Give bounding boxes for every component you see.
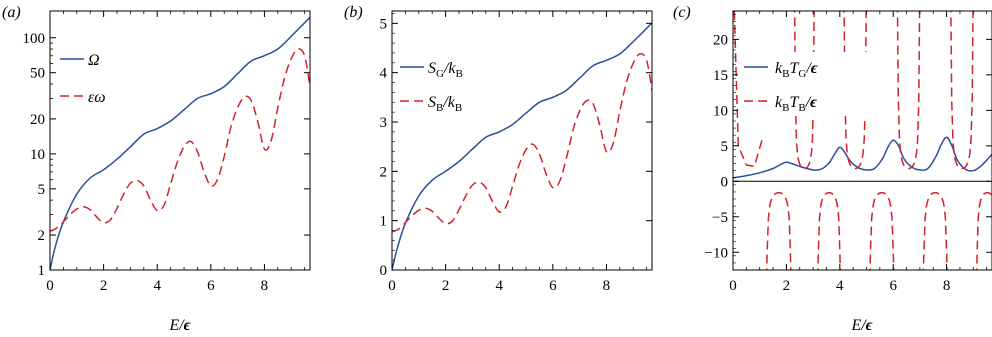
legend-omega-label: Ω	[88, 52, 100, 69]
panel-a-xlabel: E/ϵ	[168, 317, 190, 334]
series-tb-branch	[765, 191, 792, 270]
y-tick-label: 5	[721, 139, 729, 155]
panel-a-label: (a)	[2, 4, 21, 21]
series-line-0	[733, 136, 992, 179]
x-tick-label: 6	[549, 278, 557, 294]
y-tick-label: −10	[705, 245, 728, 261]
panel-a-legend: Ω εω	[60, 52, 106, 106]
panel-a-ticks: 0 2 4 6 8 1 2 5 10 20 50 100	[23, 11, 310, 294]
series-line-1	[392, 53, 652, 233]
y-tick-label: 15	[713, 68, 728, 84]
panel-b-legend: SG/kB SB/kB	[400, 60, 463, 114]
y-tick-label: 0	[380, 263, 388, 279]
series-tb-branch	[922, 191, 948, 270]
x-tick-label: 0	[729, 278, 737, 294]
x-tick-label: 8	[261, 278, 269, 294]
x-tick-label: 8	[603, 278, 611, 294]
y-tick-label: 5	[380, 16, 388, 32]
panel-b-series	[392, 22, 652, 270]
panel-c-frame	[732, 10, 992, 271]
y-tick-label: 10	[713, 103, 728, 119]
panel-c-legend: kBTG/ϵ kBTB/ϵ	[738, 52, 890, 116]
y-tick-label: 5	[38, 182, 46, 198]
series-tb-branch	[976, 191, 992, 270]
panel-b-ticks: 0 2 4 6 8 0 1 2 3 4 5	[380, 11, 652, 294]
series-line-0	[392, 22, 652, 270]
y-tick-label: 2	[38, 228, 46, 244]
y-tick-label: 3	[380, 115, 388, 131]
y-tick-label: 20	[713, 32, 728, 48]
panel-c-series	[733, 11, 992, 270]
x-tick-label: 4	[836, 278, 844, 294]
series-tb-branch	[950, 11, 974, 170]
x-tick-label: 2	[100, 278, 108, 294]
x-tick-label: 4	[153, 278, 161, 294]
panel-a: (a) 0 2 4 6 8 1 2 5 10 20 50 100 Ω εω E/ϵ	[2, 4, 311, 334]
series-tb-branch	[896, 11, 921, 170]
y-tick-label: 10	[30, 147, 45, 163]
series-tb-branch	[843, 11, 867, 170]
y-tick-label: −5	[712, 210, 728, 226]
panel-c-xlabel: E/ϵ	[850, 317, 872, 334]
series-line-1	[50, 48, 310, 233]
x-tick-label: 2	[783, 278, 791, 294]
x-tick-label: 6	[889, 278, 897, 294]
x-tick-label: 0	[46, 278, 54, 294]
series-line-0	[50, 16, 310, 270]
panel-c: (c) 0 2 4 6 8 −10 −5 0 5 10 15 20 kBTG/ϵ kBTB/ϵ E/ϵ	[673, 4, 992, 334]
y-tick-label: 1	[380, 214, 388, 230]
series-tb-branch	[817, 191, 842, 270]
legend-epsomega-label: εω	[88, 89, 106, 106]
y-tick-label: 0	[721, 174, 729, 190]
panel-a-frame	[49, 10, 311, 271]
legend-sb-label: SB/kB	[428, 94, 462, 114]
panel-a-series	[50, 16, 310, 270]
x-tick-label: 2	[442, 278, 450, 294]
series-tb-branch	[793, 11, 815, 170]
y-tick-label: 2	[380, 164, 388, 180]
series-tb-branch	[733, 11, 764, 168]
panel-b: (b) 0 2 4 6 8 0 1 2 3 4 5 SG/kB SB/kB	[344, 4, 653, 294]
legend-sg-label: SG/kB	[428, 60, 463, 80]
y-tick-label: 20	[30, 112, 45, 128]
panel-c-ticks: 0 2 4 6 8 −10 −5 0 5 10 15 20	[705, 11, 992, 294]
x-tick-label: 4	[495, 278, 503, 294]
series-tb-branch	[869, 191, 895, 270]
y-tick-label: 50	[30, 66, 45, 82]
panel-b-frame	[391, 10, 653, 271]
y-tick-label: 100	[23, 31, 46, 47]
panel-b-label: (b)	[344, 4, 363, 21]
x-tick-label: 6	[207, 278, 215, 294]
x-tick-label: 8	[943, 278, 951, 294]
y-tick-label: 4	[380, 66, 388, 82]
panel-c-legend-bg	[738, 52, 890, 116]
x-tick-label: 0	[388, 278, 396, 294]
panel-c-label: (c)	[673, 4, 691, 21]
y-tick-label: 1	[38, 263, 46, 279]
